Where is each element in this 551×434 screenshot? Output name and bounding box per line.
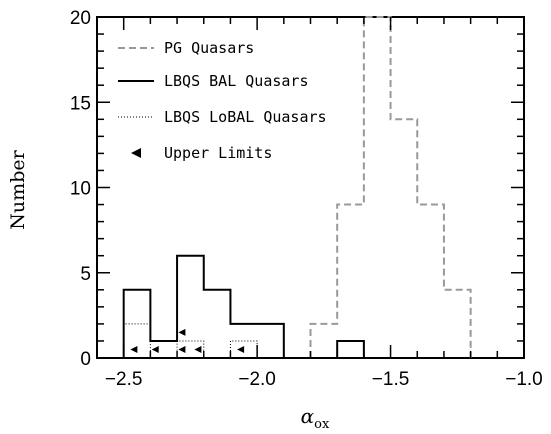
upper-limit-marker	[237, 345, 245, 353]
series-lbqs-bal-quasars	[122, 254, 365, 359]
series-pg-quasars	[309, 16, 472, 358]
upper-limit-marker	[194, 345, 202, 353]
y-axis-title: Number	[7, 149, 29, 229]
ticks-layer	[96, 16, 525, 359]
upper-limits-layer	[130, 328, 245, 353]
x-tick-labels: −2.5 −2.0 −1.5 −1.0	[105, 369, 543, 390]
x-tick-label: −1.0	[505, 369, 543, 390]
upper-limit-marker	[178, 328, 186, 336]
plot-frame	[96, 16, 525, 359]
x-axis-title-symbol: α	[301, 404, 315, 428]
upper-limit-marker	[178, 345, 186, 353]
x-tick-label: −2.0	[238, 369, 276, 390]
y-tick-label: 15	[70, 93, 91, 114]
y-tick-label: 0	[80, 349, 91, 370]
legend-label-lobal: LBQS LoBAL Quasars	[164, 108, 327, 126]
legend-label-bal: LBQS BAL Quasars	[164, 72, 309, 90]
y-tick-label: 20	[70, 8, 91, 29]
y-tick-labels: 0 5 10 15 20	[70, 8, 91, 370]
y-tick-label: 5	[80, 264, 91, 285]
legend-label-pg: PG Quasars	[164, 39, 254, 57]
x-axis-title: αox	[301, 404, 330, 432]
legend-marker-upper-limit	[131, 148, 141, 158]
x-tick-label: −2.5	[105, 369, 143, 390]
legend: PG Quasars LBQS BAL Quasars LBQS LoBAL Q…	[118, 39, 327, 162]
upper-limit-marker	[130, 345, 138, 353]
series-lbqs-lobal-quasars	[123, 323, 258, 359]
x-tick-label: −1.5	[372, 369, 410, 390]
x-axis-title-subscript: ox	[314, 417, 330, 432]
upper-limit-marker	[151, 345, 159, 353]
series-layer	[122, 16, 472, 359]
legend-label-upper-limits: Upper Limits	[164, 144, 272, 162]
y-tick-label: 10	[70, 179, 91, 200]
